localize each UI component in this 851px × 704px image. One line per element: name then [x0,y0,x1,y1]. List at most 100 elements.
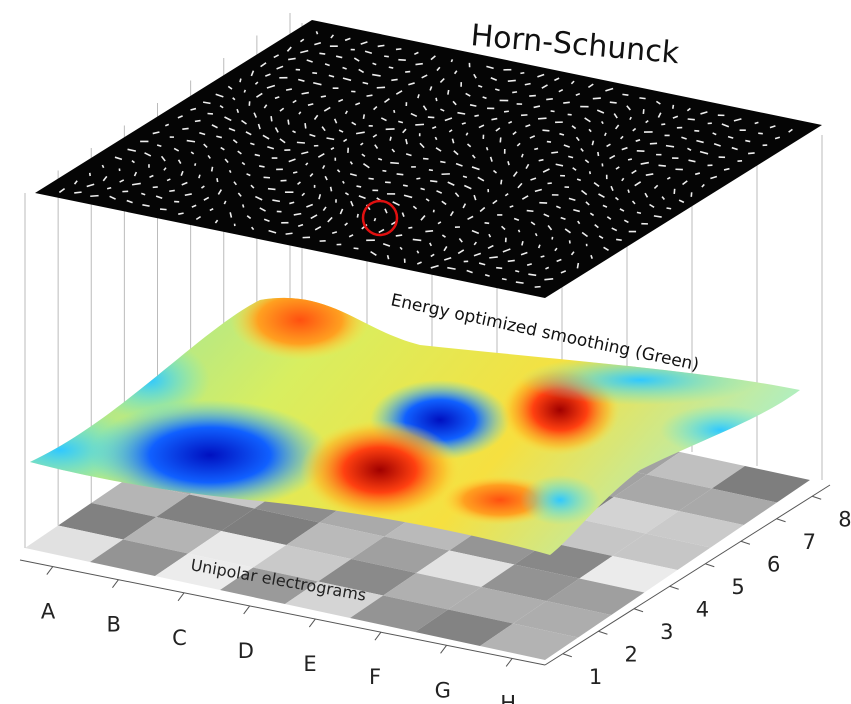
vector [637,212,641,213]
vector [297,142,305,143]
y-tick-label: 5 [731,575,744,599]
y-tick-label: 8 [838,507,851,531]
y-tick [634,609,643,612]
vector [541,256,545,257]
vector [758,133,763,134]
figure: ABCDEFGH12345678 Horn-Schunck Energy opt… [0,0,851,704]
vector [199,175,200,179]
y-tick [670,586,679,589]
y-tick [741,541,750,544]
x-tick-label: B [106,613,120,637]
vector [396,235,402,236]
y-tick-label: 3 [660,620,673,644]
vector [430,181,437,182]
vector [363,114,364,118]
vector [491,119,497,120]
vector [547,142,551,143]
y-tick-label: 6 [767,552,780,576]
vector [496,268,502,269]
vector [436,98,437,101]
vector [616,239,622,240]
vector [520,73,524,74]
vector [357,214,358,218]
vector [319,53,325,54]
vector [659,165,666,166]
vector [331,187,332,191]
vector [413,239,421,240]
vector [527,211,534,212]
vector [440,162,445,163]
vector [74,192,81,193]
vector [544,279,553,280]
vector [522,241,523,245]
vector [502,279,507,280]
vector [390,137,391,141]
x-tick [309,619,315,627]
vector [745,141,750,142]
vector [268,189,276,190]
vector [374,218,375,221]
vector [551,111,555,112]
vector [508,161,509,165]
vector [451,59,452,62]
vector [516,282,524,283]
vector [356,186,361,187]
vector [515,271,519,272]
vector [321,96,326,97]
x-tick-label: F [369,665,381,689]
vector [551,152,558,153]
y-tick [598,631,607,634]
vector [230,170,231,172]
vector [415,64,422,65]
x-tick [112,580,118,588]
vector [508,80,516,81]
vector [525,84,531,85]
x-tick-label: H [500,691,516,704]
vector [590,171,591,174]
vector [622,94,628,95]
vector [286,89,292,90]
x-tick [375,632,381,640]
vector [90,196,98,197]
vector [305,123,306,128]
vector [397,174,404,175]
vector [244,90,245,93]
vector [748,153,755,154]
y-tick-label: 1 [589,665,602,689]
vector [271,116,272,121]
x-tick-label: G [435,678,451,702]
vector [628,190,629,193]
y-tick [777,519,786,522]
vector [160,209,167,210]
vector [195,163,196,165]
vector [421,188,425,189]
x-tick-label: D [238,639,254,663]
vector [169,190,175,191]
vector [519,230,520,232]
vector [293,172,297,173]
vector [577,263,578,268]
vector [504,111,509,112]
vector [508,260,515,261]
vector [195,121,201,122]
vector [425,231,433,232]
x-tick [506,658,512,666]
x-tick [244,606,250,614]
vector [312,73,317,74]
vector [501,180,502,185]
vector [403,185,408,186]
vector [529,96,536,97]
y-tick [563,654,572,657]
vector [316,31,317,34]
optical-flow-plane [35,20,822,298]
x-tick [441,645,447,653]
vector [628,159,632,160]
vector [592,141,593,145]
vector [667,208,672,209]
vector [598,152,599,156]
vector [243,204,244,207]
vector [240,79,241,83]
vector [688,119,695,120]
vector [448,90,449,95]
x-tick-label: E [303,652,316,676]
